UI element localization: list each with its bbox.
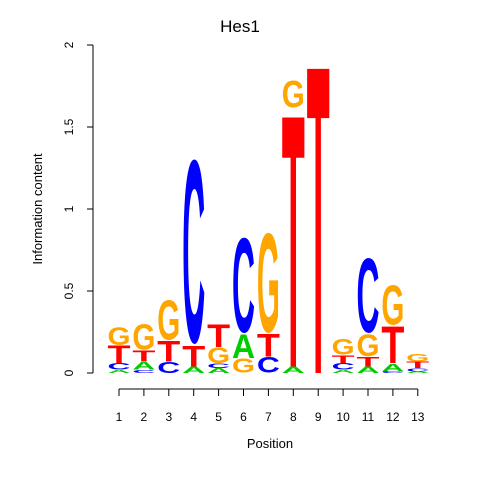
chart-title: Hes1	[220, 17, 260, 36]
logo-letter-t: T	[406, 360, 429, 370]
logo-letter-a: A	[282, 365, 305, 375]
x-tick-label: 3	[165, 410, 172, 424]
logo-letter-a: A	[406, 371, 429, 374]
logo-letter-t: T	[207, 318, 230, 354]
logo-letter-t: T	[357, 354, 380, 370]
y-tick-label: 0.5	[62, 282, 76, 299]
y-tick-label: 2	[62, 41, 76, 48]
logo-letter-a: A	[132, 360, 155, 373]
logo-letter-g: G	[232, 355, 255, 377]
logo-letter-c: C	[406, 367, 429, 372]
logo-letter-t: T	[381, 316, 404, 375]
x-axis-label: Position	[247, 436, 293, 451]
y-tick-label: 0	[62, 369, 76, 376]
logo-letter-g: G	[257, 203, 280, 362]
x-tick-label: 9	[315, 410, 322, 424]
logo-letter-c: C	[232, 209, 255, 360]
logo-letter-t: T	[257, 328, 280, 364]
x-axis: 1 2 3 4 5 6 7 8 9 10 11 12 13	[116, 388, 425, 424]
logo-letter-a: A	[332, 369, 355, 374]
logo-letter-g: G	[282, 73, 305, 115]
logo-letter-c: C	[157, 359, 180, 377]
logo-letter-t: T	[132, 348, 155, 366]
logo-letter-g: G	[132, 317, 155, 357]
logo-letter-g: G	[108, 322, 131, 350]
x-tick-label: 2	[141, 410, 148, 424]
logo-letter-a: A	[232, 328, 255, 366]
logo-letter-c: C	[207, 362, 230, 370]
logo-letter-a: A	[381, 361, 404, 374]
logo-letter-g: G	[406, 351, 429, 364]
logo-letter-t: T	[157, 335, 180, 368]
logo-letter-g: G	[357, 328, 380, 363]
logo-letter-c: C	[182, 107, 205, 398]
logo-letter-a: A	[357, 365, 380, 375]
logo-letter-a: A	[108, 369, 131, 374]
x-tick-label: 12	[386, 410, 400, 424]
x-tick-label: 5	[215, 410, 222, 424]
logo-letter-a: A	[207, 367, 231, 375]
x-tick-label: 7	[265, 410, 272, 424]
y-tick-label: 1	[62, 205, 76, 212]
x-tick-label: 10	[336, 410, 350, 424]
logo-letter-t: T	[108, 340, 132, 368]
x-tick-label: 4	[190, 410, 197, 424]
logo-letter-t: T	[332, 353, 355, 366]
logo-letter-c: C	[332, 362, 355, 372]
logo-letter-g: G	[157, 288, 180, 352]
logo-letter-c: C	[132, 369, 155, 374]
logo-letter-g: G	[332, 334, 355, 360]
logo-letter-t: T	[307, 0, 330, 467]
logo-letter-t: T	[282, 39, 305, 444]
x-tick-label: 1	[116, 410, 123, 424]
y-axis: 0 0.5 1 1.5 2	[62, 41, 94, 376]
logo-letter-c: C	[257, 352, 280, 377]
y-axis-label: Information content	[30, 153, 45, 265]
y-tick-label: 1.5	[62, 118, 76, 135]
logo-letter-g: G	[381, 273, 404, 337]
logo-letter-c: C	[381, 371, 404, 373]
logo-letter-t: T	[182, 340, 205, 373]
logo-letter-c: C	[357, 236, 380, 355]
x-tick-label: 6	[240, 410, 247, 424]
x-tick-label: 13	[411, 410, 425, 424]
logo-letter-c: C	[108, 362, 131, 372]
x-tick-label: 11	[362, 410, 375, 424]
logo-letter-g: G	[207, 342, 230, 368]
logo-letter-a: A	[182, 365, 205, 375]
x-tick-label: 8	[290, 410, 297, 424]
